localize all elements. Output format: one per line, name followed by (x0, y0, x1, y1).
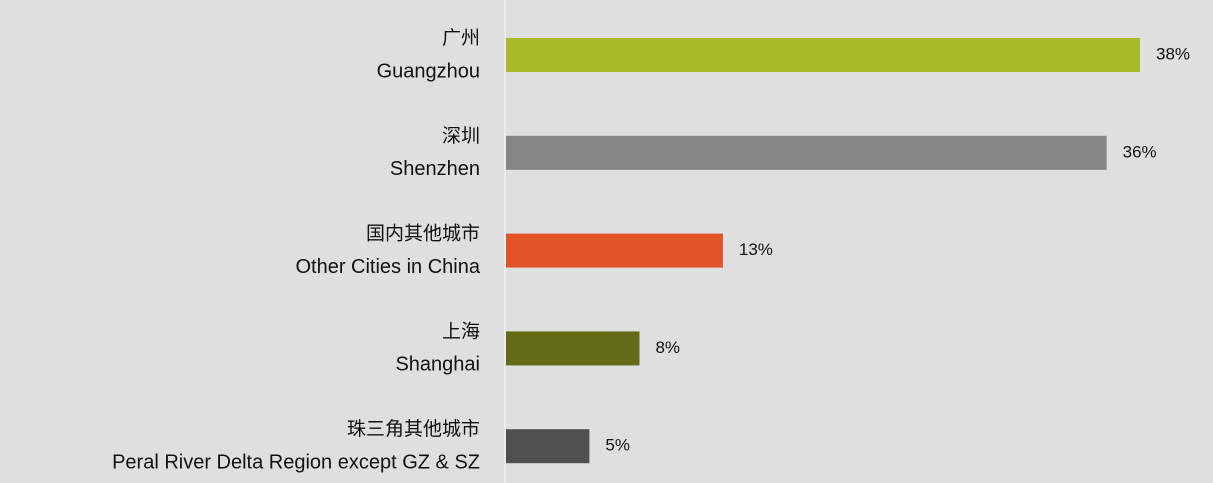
category-label-en: Shenzhen (390, 158, 480, 180)
category-label-zh: 深圳 (442, 125, 480, 147)
bar (506, 429, 590, 464)
bar (506, 135, 1107, 170)
category-label-en: Guangzhou (377, 60, 480, 82)
category-label-en: Peral River Delta Region except GZ & SZ (112, 451, 480, 473)
bar (506, 38, 1140, 72)
bar (506, 233, 723, 268)
category-label-zh: 上海 (442, 320, 480, 342)
bar (506, 331, 640, 366)
category-label-zh: 广州 (442, 27, 480, 49)
value-label: 38% (1156, 44, 1190, 63)
category-label-en: Shanghai (395, 354, 480, 376)
value-label: 5% (605, 436, 630, 455)
category-label-zh: 珠三角其他城市 (347, 418, 480, 440)
value-label: 36% (1123, 142, 1157, 161)
value-label: 8% (655, 338, 680, 357)
category-label-en: Other Cities in China (295, 256, 480, 278)
value-label: 13% (739, 240, 773, 259)
category-label-zh: 国内其他城市 (366, 223, 480, 245)
